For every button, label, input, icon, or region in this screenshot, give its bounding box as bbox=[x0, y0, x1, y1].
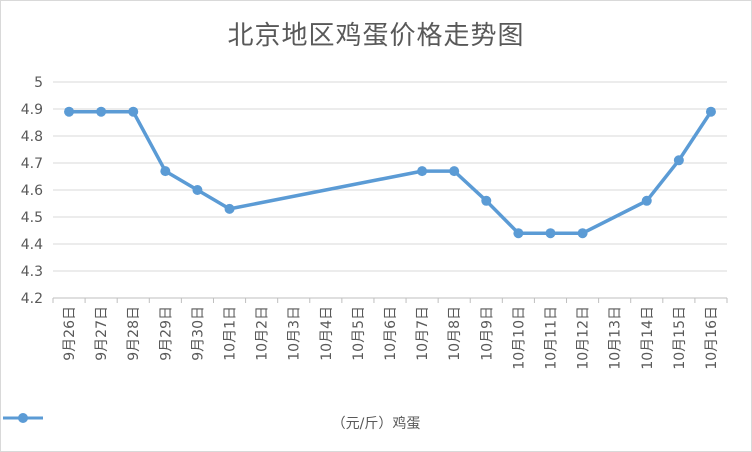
chart-title: 北京地区鸡蛋价格走势图 bbox=[227, 21, 525, 51]
x-tick-label: 10月7日 bbox=[415, 306, 431, 361]
y-tick-label: 4.6 bbox=[21, 183, 43, 199]
x-tick-label: 9月27日 bbox=[94, 306, 110, 361]
x-tick-label: 10月4日 bbox=[319, 306, 335, 361]
x-tick-labels: 9月26日 9月27日 9月28日 9月29日 9月30日 10月1日 10月2日 10月3日… bbox=[62, 306, 720, 370]
x-tick-label: 10月5日 bbox=[351, 306, 367, 361]
legend: （元/斤）鸡蛋 bbox=[1, 411, 751, 435]
legend-label: （元/斤）鸡蛋 bbox=[331, 416, 421, 432]
x-tick-label: 10月1日 bbox=[223, 306, 239, 361]
x-tick-label: 10月8日 bbox=[447, 306, 463, 361]
y-tick-label: 5 bbox=[34, 75, 43, 91]
y-tick-label: 4.7 bbox=[21, 156, 43, 172]
x-tick-label: 9月30日 bbox=[190, 306, 206, 361]
y-tick-label: 4.8 bbox=[21, 129, 43, 145]
y-tick-label: 4.4 bbox=[21, 237, 43, 253]
data-point bbox=[641, 195, 652, 206]
x-tick-label: 10月12日 bbox=[576, 306, 592, 370]
x-tick-label: 9月28日 bbox=[126, 306, 142, 361]
data-point bbox=[481, 195, 492, 206]
data-point bbox=[513, 228, 524, 239]
data-point bbox=[192, 185, 203, 195]
data-point bbox=[417, 166, 428, 177]
x-tick-label: 10月15日 bbox=[672, 306, 688, 370]
data-point bbox=[673, 155, 684, 166]
data-point bbox=[128, 106, 139, 117]
x-tick-label: 10月3日 bbox=[287, 306, 303, 361]
x-tick-label: 10月2日 bbox=[255, 306, 271, 361]
data-point bbox=[96, 106, 107, 117]
data-point bbox=[449, 166, 460, 177]
x-tick-label: 10月11日 bbox=[543, 306, 559, 370]
y-tick-label: 4.9 bbox=[21, 102, 43, 118]
data-point bbox=[545, 228, 556, 239]
x-tick-label: 10月13日 bbox=[608, 306, 624, 370]
x-tick-label: 10月16日 bbox=[704, 306, 720, 370]
data-point bbox=[705, 106, 716, 117]
data-point bbox=[64, 106, 75, 117]
y-tick-labels: 4.2 4.3 4.4 4.5 4.6 4.7 4.8 4.9 5 bbox=[21, 75, 43, 307]
x-tick-label: 10月6日 bbox=[383, 306, 399, 361]
series-group bbox=[64, 106, 716, 239]
x-tick-label: 9月29日 bbox=[158, 306, 174, 361]
x-tick-label: 9月26日 bbox=[62, 306, 78, 361]
x-tick-label: 10月9日 bbox=[479, 306, 495, 361]
data-point bbox=[577, 228, 588, 239]
y-tick-label: 4.3 bbox=[21, 264, 43, 280]
x-tick-label: 10月10日 bbox=[511, 306, 527, 370]
y-tick-label: 4.5 bbox=[21, 210, 43, 226]
data-point bbox=[224, 203, 235, 214]
y-tick-label: 4.2 bbox=[21, 291, 43, 307]
legend-swatch bbox=[3, 413, 43, 423]
x-tick-label: 10月14日 bbox=[640, 306, 656, 370]
gridlines bbox=[52, 81, 728, 303]
data-point bbox=[160, 166, 171, 177]
